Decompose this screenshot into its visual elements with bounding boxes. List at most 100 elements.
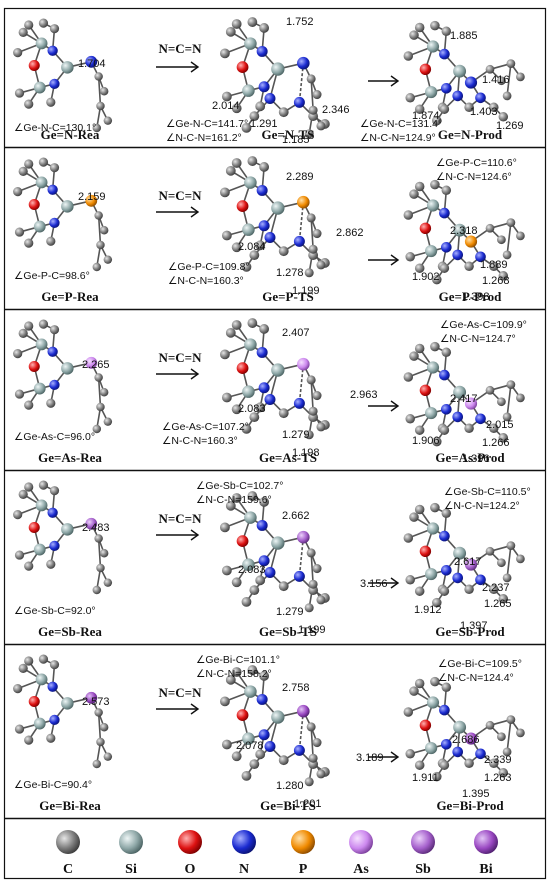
atom-n xyxy=(440,564,452,576)
bond-length-label: 1.280 xyxy=(276,780,304,792)
atom-n xyxy=(452,572,464,584)
atom-c xyxy=(13,187,23,197)
atom-c xyxy=(485,720,495,730)
bond xyxy=(506,63,512,96)
atom-n xyxy=(475,251,486,263)
atom-c xyxy=(249,585,260,596)
atom-c xyxy=(18,166,28,176)
reagent-label: N=C=N xyxy=(159,188,203,203)
atom-c xyxy=(94,373,103,382)
atom-n xyxy=(264,92,276,104)
bond-length-label: 2.617 xyxy=(454,556,482,568)
bond xyxy=(298,202,305,242)
atom-c xyxy=(306,375,316,385)
atom-c xyxy=(92,123,102,133)
atom-c xyxy=(278,246,289,257)
atom-n xyxy=(439,48,450,60)
atom-c xyxy=(403,210,414,220)
atom-si xyxy=(35,673,48,686)
molecule-core xyxy=(13,18,113,133)
arrow-head xyxy=(390,254,400,266)
bond-length-label: 1.291 xyxy=(250,118,278,130)
reaction-row-sb: 2.483 ∠Ge-Sb-C=92.0° Ge=Sb-Rea N=C=N 2.662 3.… xyxy=(13,480,531,639)
atom-c xyxy=(49,486,60,496)
atom-c xyxy=(497,76,506,86)
bond xyxy=(97,712,102,743)
bond-length-label: 1.403 xyxy=(470,106,498,118)
bond-length-label: 2.963 xyxy=(350,389,378,401)
atom-n xyxy=(47,681,58,692)
bond xyxy=(298,711,305,751)
bond-length-label: 2.686 xyxy=(452,734,480,746)
atom-n xyxy=(47,184,58,195)
atom-c xyxy=(18,663,28,673)
angle-label: ∠Ge-P-C=98.6° xyxy=(14,270,90,282)
atom-c xyxy=(441,682,452,693)
atom-n xyxy=(293,397,305,409)
atom-c xyxy=(414,586,425,596)
atom-c xyxy=(221,230,232,241)
angle-label: ∠Ge-Bi-C=90.4° xyxy=(14,779,92,791)
atom-n xyxy=(258,382,270,394)
angle-label: ∠Ge-As-C=96.0° xyxy=(14,431,95,443)
bond xyxy=(298,537,305,577)
atom-si xyxy=(244,338,257,351)
atom-n xyxy=(439,207,450,219)
atom-c xyxy=(316,595,326,605)
atom-c xyxy=(312,738,322,748)
atom-c xyxy=(255,402,266,413)
molecule-core xyxy=(220,17,330,139)
reactant-label: Ge=N-Rea xyxy=(41,127,100,142)
atom-bi xyxy=(85,691,98,704)
atom-c xyxy=(502,573,512,583)
bond-length-label: 1.198 xyxy=(292,447,320,459)
atom-n xyxy=(258,81,270,93)
atom-si xyxy=(35,37,48,50)
atom-n xyxy=(452,746,464,758)
reagent-label: N=C=N xyxy=(159,685,203,700)
atom-c xyxy=(220,696,230,707)
atom-c xyxy=(304,603,314,613)
atom-c xyxy=(304,268,314,278)
atom-c xyxy=(220,48,230,59)
atom-c xyxy=(255,575,266,586)
atom-n xyxy=(47,45,58,56)
atom-c xyxy=(485,546,495,556)
atom-n xyxy=(293,235,305,247)
atom-c xyxy=(49,325,60,335)
atom-o xyxy=(236,362,249,374)
atom-c xyxy=(430,676,440,687)
atom-c xyxy=(516,728,525,738)
atom-c xyxy=(506,380,516,389)
atom-n xyxy=(475,92,486,104)
atom-c xyxy=(96,402,105,412)
atom-o xyxy=(419,63,432,75)
atom-c xyxy=(498,112,509,122)
atom-n xyxy=(256,45,268,57)
atom-c xyxy=(409,189,419,199)
atom-c xyxy=(502,412,512,422)
atom-c xyxy=(247,17,258,27)
reactant-label: Ge=As-Rea xyxy=(38,450,102,465)
atom-c xyxy=(304,129,314,139)
bond xyxy=(506,384,512,417)
atom-c xyxy=(14,389,25,399)
bond xyxy=(97,538,102,569)
atom-n xyxy=(264,740,276,752)
atom-si xyxy=(271,62,285,76)
atom-c xyxy=(306,722,316,732)
atom-c xyxy=(241,423,252,434)
molecule-core xyxy=(403,179,525,285)
atom-o xyxy=(419,719,432,731)
atom-c xyxy=(24,400,34,410)
atom-n xyxy=(49,379,60,391)
atom-p xyxy=(297,195,310,209)
reactant-structure xyxy=(13,157,113,272)
atom-c xyxy=(249,111,260,122)
bond xyxy=(310,217,314,250)
atom-c xyxy=(439,425,450,435)
molecule-core xyxy=(13,480,113,595)
atom-si xyxy=(33,717,46,730)
bond-length-label: 1.398 xyxy=(462,291,490,303)
